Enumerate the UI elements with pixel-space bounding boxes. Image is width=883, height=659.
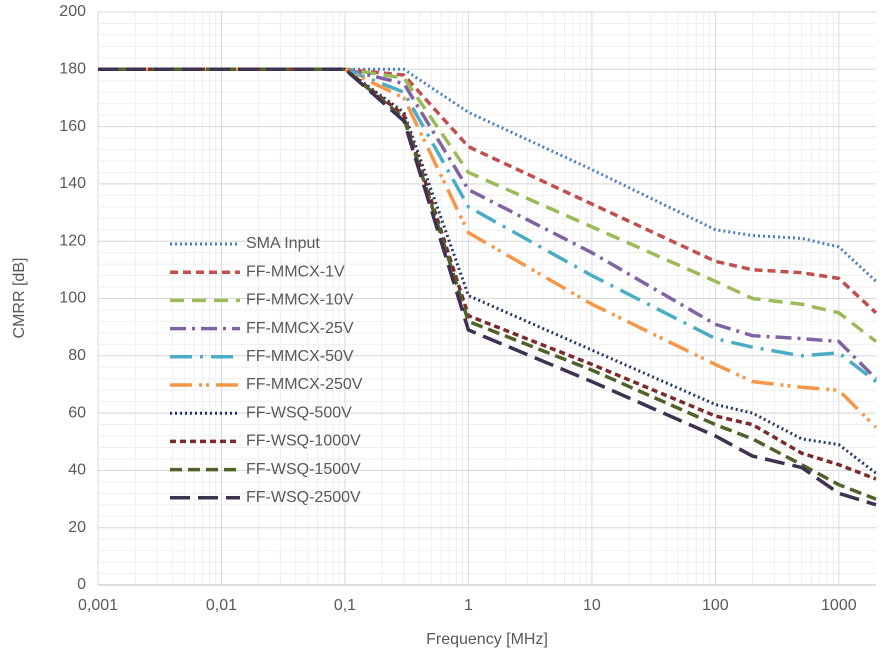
y-tick-label: 160 bbox=[59, 118, 86, 135]
x-tick-label: 0,001 bbox=[78, 597, 118, 614]
x-tick-label: 100 bbox=[702, 597, 729, 614]
series-line bbox=[98, 67, 877, 501]
legend-label: FF-WSQ-500V bbox=[246, 404, 352, 421]
y-tick-label: 100 bbox=[59, 290, 86, 307]
y-tick-label: 80 bbox=[68, 347, 86, 364]
legend-label: FF-MMCX-50V bbox=[246, 348, 354, 365]
y-tick-label: 20 bbox=[68, 519, 86, 536]
x-tick-label: 1 bbox=[464, 597, 473, 614]
series-line bbox=[98, 67, 878, 343]
legend-label: FF-WSQ-2500V bbox=[246, 489, 361, 506]
series-line bbox=[98, 67, 878, 380]
series-line bbox=[98, 67, 878, 283]
y-tick-label: 120 bbox=[59, 232, 86, 249]
series-line bbox=[98, 67, 877, 481]
legend-label: FF-MMCX-1V bbox=[246, 263, 345, 280]
series-line bbox=[98, 67, 877, 475]
y-axis-title: CMRR [dB] bbox=[11, 258, 28, 339]
x-tick-label: 1000 bbox=[821, 597, 857, 614]
legend-label: FF-MMCX-10V bbox=[246, 292, 354, 309]
legend-label: FF-WSQ-1500V bbox=[246, 461, 361, 478]
series-line bbox=[98, 67, 878, 315]
legend-label: FF-MMCX-250V bbox=[246, 376, 363, 393]
series-line bbox=[98, 67, 878, 383]
legend-label: FF-MMCX-25V bbox=[246, 320, 354, 337]
legend-label: SMA Input bbox=[246, 235, 320, 252]
legend-label: FF-WSQ-1000V bbox=[246, 433, 361, 450]
series-line bbox=[98, 67, 877, 507]
series-line bbox=[98, 67, 878, 429]
y-tick-label: 40 bbox=[68, 462, 86, 479]
y-tick-label: 200 bbox=[59, 3, 86, 20]
grid bbox=[97, 11, 876, 586]
y-tick-label: 140 bbox=[59, 175, 86, 192]
y-tick-label: 0 bbox=[77, 576, 86, 593]
x-tick-label: 10 bbox=[583, 597, 601, 614]
y-tick-label: 60 bbox=[68, 404, 86, 421]
x-tick-label: 0,01 bbox=[206, 597, 237, 614]
x-tick-label: 0,1 bbox=[334, 597, 356, 614]
y-tick-label: 180 bbox=[59, 61, 86, 78]
x-axis-title: Frequency [MHz] bbox=[426, 631, 548, 648]
